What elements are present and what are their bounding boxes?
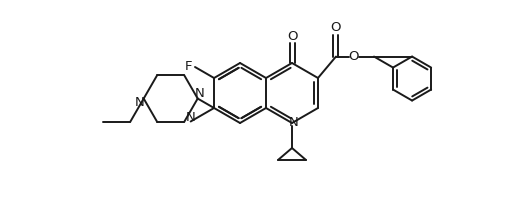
Text: N: N [289,116,299,130]
Text: O: O [349,50,359,63]
Text: N: N [195,87,204,100]
Text: F: F [184,61,192,73]
Text: N: N [186,111,196,124]
Text: O: O [287,30,297,42]
Text: O: O [331,21,341,34]
Text: N: N [135,96,144,109]
